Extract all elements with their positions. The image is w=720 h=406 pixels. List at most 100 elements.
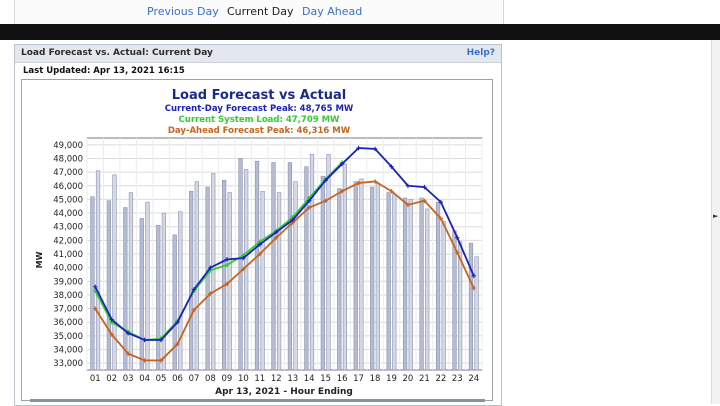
bar-bar-left <box>320 175 325 371</box>
data-point-marker <box>455 250 460 255</box>
subtitle-current-day-forecast: Current-Day Forecast Peak: 48,765 MW <box>165 104 354 114</box>
x-tick-label: 01 <box>90 374 101 384</box>
data-point-marker <box>109 332 114 337</box>
y-tick-label: 47,000 <box>53 168 83 178</box>
data-point-marker <box>339 161 345 167</box>
day-ahead-link[interactable]: Day Ahead <box>302 5 363 18</box>
bar-bar-right <box>441 220 446 371</box>
bar-bar-left <box>337 188 342 371</box>
bar-bar-left <box>221 180 227 371</box>
bar-bar-left <box>172 234 177 371</box>
data-point-marker <box>389 189 394 194</box>
data-point-marker <box>372 179 378 184</box>
y-tick-label: 44,000 <box>53 209 83 219</box>
data-point-marker <box>257 251 263 257</box>
x-tick-label: 15 <box>320 374 331 384</box>
bar-bar-right <box>293 181 298 371</box>
bar-bar-right <box>276 192 282 371</box>
data-point-marker <box>175 320 180 325</box>
y-tick-label: 36,000 <box>53 318 83 328</box>
bar-bar-left <box>304 166 309 371</box>
bar-bar-right <box>309 154 315 371</box>
data-point-marker <box>224 281 230 287</box>
x-tick-label: 20 <box>403 374 414 384</box>
bar-bar-left <box>468 242 474 371</box>
bar-bar-right <box>161 212 166 371</box>
bar-bar-left <box>419 197 424 371</box>
x-tick-label: 03 <box>123 374 134 384</box>
data-point-marker <box>175 341 180 347</box>
bar-bar-left <box>156 225 161 371</box>
bar-bar-left <box>353 181 358 371</box>
left-gutter <box>0 0 14 404</box>
bar-bar-left <box>205 186 210 371</box>
data-point-marker <box>93 306 98 311</box>
panel-header: Load Forecast vs. Actual: Current Day He… <box>15 45 501 63</box>
data-point-marker <box>125 330 131 336</box>
data-point-marker <box>389 164 394 169</box>
y-tick-label: 43,000 <box>53 223 83 233</box>
bar-bar-right <box>458 241 463 371</box>
data-point-marker <box>372 146 378 152</box>
subtitle-current-system-load: Current System Load: 47,709 MW <box>179 115 341 125</box>
x-tick-label: 06 <box>172 374 183 384</box>
panel-title: Load Forecast vs. Actual: Current Day <box>21 48 213 58</box>
data-point-marker <box>471 285 476 291</box>
x-tick-label: 17 <box>353 374 364 384</box>
help-link[interactable]: Help? <box>466 48 495 58</box>
vertical-scrollbar[interactable]: ► <box>711 40 720 404</box>
x-tick-label: 07 <box>189 374 200 384</box>
x-axis-label: Apr 13, 2021 - Hour Ending <box>215 387 353 397</box>
x-tick-label: 19 <box>386 374 397 384</box>
data-point-marker <box>405 202 411 208</box>
data-point-marker <box>438 199 444 205</box>
data-point-marker <box>224 257 230 262</box>
bar-bar-left <box>403 197 408 371</box>
y-axis-label: MW <box>35 251 44 268</box>
data-point-marker <box>471 273 476 279</box>
bar-bar-left <box>254 160 260 371</box>
x-tick-label: 10 <box>238 374 249 384</box>
bar-bar-right <box>326 154 331 371</box>
data-point-marker <box>191 287 197 292</box>
bar-bar-right <box>95 170 101 371</box>
bar-bar-left <box>123 207 128 371</box>
bar-bar-right <box>359 178 364 371</box>
bar-bar-right <box>145 201 150 371</box>
x-tick-label: 09 <box>221 374 232 384</box>
bar-bar-right <box>244 169 249 371</box>
line-series-current-day-forecast <box>94 147 475 341</box>
last-updated-text: Last Updated: Apr 13, 2021 16:15 <box>23 66 185 76</box>
bar-bar-right <box>375 182 380 371</box>
bar-bar-right <box>408 199 413 371</box>
x-tick-label: 11 <box>254 374 265 384</box>
bar-bar-right <box>392 193 397 371</box>
data-point-marker <box>158 358 164 363</box>
data-point-marker <box>257 242 263 247</box>
data-point-marker <box>356 180 361 186</box>
data-point-marker <box>241 255 246 261</box>
data-point-marker <box>323 178 328 183</box>
data-point-marker <box>455 235 460 240</box>
bar-bar-right <box>211 173 216 371</box>
data-point-marker <box>125 351 131 356</box>
bar-bar-left <box>189 190 194 371</box>
x-tick-label: 21 <box>419 374 430 384</box>
y-tick-label: 41,000 <box>53 250 83 260</box>
data-point-marker <box>158 337 164 343</box>
y-tick-label: 39,000 <box>53 277 83 287</box>
y-tick-label: 42,000 <box>53 236 83 246</box>
bar-bar-left <box>370 186 375 371</box>
chart-container: Load Forecast vs Actual Current-Day Fore… <box>21 79 493 401</box>
previous-day-link[interactable]: Previous Day <box>147 5 219 18</box>
x-tick-label: 04 <box>139 374 150 384</box>
bar-bar-right <box>342 163 348 371</box>
x-tick-label: 05 <box>156 374 167 384</box>
load-chart: Load Forecast vs Actual Current-Day Fore… <box>35 88 483 397</box>
data-point-marker <box>142 337 147 343</box>
data-point-marker <box>306 198 312 203</box>
scroll-arrow-icon[interactable]: ► <box>713 212 719 220</box>
dark-divider-bar <box>0 24 720 40</box>
bar-bar-right <box>425 208 430 371</box>
data-point-marker <box>109 317 114 322</box>
